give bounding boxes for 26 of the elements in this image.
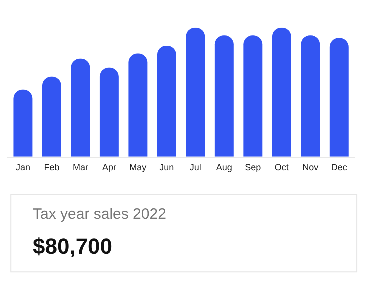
x-tick-label: Feb bbox=[44, 162, 60, 173]
x-tick-label: Sep bbox=[245, 162, 262, 173]
x-tick-label: May bbox=[130, 162, 148, 173]
x-tick-label: Oct bbox=[274, 162, 290, 173]
x-tick-label: Dec bbox=[331, 162, 348, 173]
bar bbox=[330, 38, 349, 157]
text: $80,700 bbox=[33, 234, 113, 259]
x-tick-label: Jan bbox=[16, 162, 30, 173]
bar bbox=[157, 46, 176, 157]
bar bbox=[244, 36, 263, 157]
x-tick-label: Nov bbox=[302, 162, 320, 173]
bar bbox=[71, 58, 90, 157]
bar bbox=[272, 28, 292, 157]
bar bbox=[186, 28, 206, 157]
x-tick-label: Mar bbox=[72, 162, 88, 173]
bar bbox=[100, 68, 119, 157]
text: Tax year sales 2022 bbox=[33, 206, 166, 223]
bar bbox=[214, 36, 234, 157]
bar bbox=[128, 54, 148, 157]
x-tick-label: Jul bbox=[190, 162, 202, 173]
x-tick-label: Jun bbox=[160, 162, 174, 173]
bar bbox=[14, 90, 33, 157]
bar bbox=[301, 36, 320, 157]
x-tick-label: Apr bbox=[102, 162, 116, 173]
bar bbox=[42, 76, 62, 157]
x-tick-label: Aug bbox=[216, 162, 232, 173]
